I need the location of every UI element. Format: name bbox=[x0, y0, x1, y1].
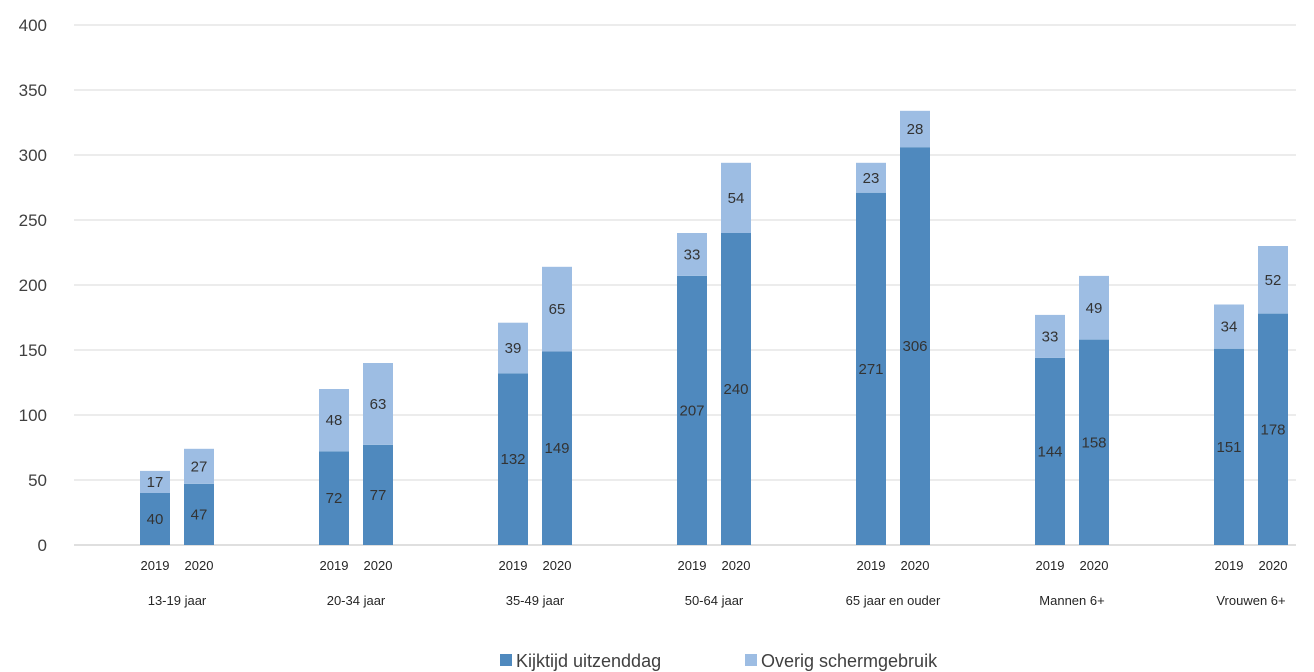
x-tick-label-year: 2020 bbox=[901, 558, 930, 573]
x-tick-label-year: 2020 bbox=[722, 558, 751, 573]
x-tick-label-year: 2019 bbox=[320, 558, 349, 573]
x-tick-label-year: 2020 bbox=[364, 558, 393, 573]
y-tick-label: 100 bbox=[19, 406, 47, 425]
x-tick-label-year: 2020 bbox=[543, 558, 572, 573]
data-label: 149 bbox=[544, 440, 569, 457]
bar-overig-schermgebruik bbox=[140, 470, 170, 493]
bar-kijktijd-uitzenddag bbox=[1035, 357, 1065, 545]
bar-kijktijd-uitzenddag bbox=[1214, 348, 1244, 545]
y-tick-label: 50 bbox=[28, 471, 47, 490]
x-tick-label-year: 2019 bbox=[141, 558, 170, 573]
x-axis: 2019 2020 13-19 jaar 2019 2020 20-34 jaar 2019… bbox=[141, 558, 1288, 608]
x-group-label: 13-19 jaar bbox=[148, 593, 207, 608]
data-label: 47 bbox=[191, 506, 208, 523]
bar-overig-schermgebruik bbox=[677, 233, 707, 276]
legend-swatch bbox=[745, 654, 757, 666]
data-label: 52 bbox=[1265, 272, 1282, 289]
y-tick-label: 200 bbox=[19, 276, 47, 295]
x-group-label: 50-64 jaar bbox=[685, 593, 744, 608]
bar-overig-schermgebruik bbox=[542, 266, 572, 352]
data-label: 77 bbox=[370, 487, 387, 504]
bar-kijktijd-uitzenddag bbox=[319, 451, 349, 545]
x-group-label: 20-34 jaar bbox=[327, 593, 386, 608]
data-label: 28 bbox=[907, 121, 924, 138]
legend-label: Kijktijd uitzenddag bbox=[516, 651, 661, 671]
y-tick-label: 250 bbox=[19, 211, 47, 230]
bar-overig-schermgebruik bbox=[856, 162, 886, 193]
legend-swatch bbox=[500, 654, 512, 666]
legend: Kijktijd uitzenddag Overig schermgebruik bbox=[500, 651, 938, 671]
x-tick-label-year: 2019 bbox=[1036, 558, 1065, 573]
x-tick-label-year: 2020 bbox=[1259, 558, 1288, 573]
bar-kijktijd-uitzenddag bbox=[1079, 339, 1109, 545]
data-label: 23 bbox=[863, 170, 880, 187]
bar-kijktijd-uitzenddag bbox=[498, 373, 528, 545]
data-label: 207 bbox=[679, 402, 704, 419]
bar-overig-schermgebruik bbox=[319, 389, 349, 452]
data-label: 27 bbox=[191, 458, 208, 475]
data-label: 65 bbox=[549, 301, 566, 318]
data-label: 17 bbox=[147, 474, 164, 491]
y-tick-label: 0 bbox=[38, 536, 47, 555]
data-label: 40 bbox=[147, 511, 164, 528]
bar-overig-schermgebruik bbox=[363, 363, 393, 445]
y-tick-label: 350 bbox=[19, 81, 47, 100]
data-label: 49 bbox=[1086, 300, 1103, 317]
data-label: 72 bbox=[326, 490, 343, 507]
bar-overig-schermgebruik bbox=[184, 448, 214, 484]
y-tick-label: 300 bbox=[19, 146, 47, 165]
x-tick-label-year: 2020 bbox=[1080, 558, 1109, 573]
data-label: 132 bbox=[500, 451, 525, 468]
x-tick-label-year: 2019 bbox=[678, 558, 707, 573]
bar-kijktijd-uitzenddag bbox=[856, 192, 886, 545]
bar-overig-schermgebruik bbox=[721, 162, 751, 233]
y-tick-label: 150 bbox=[19, 341, 47, 360]
bar-overig-schermgebruik bbox=[1079, 275, 1109, 340]
bar-kijktijd-uitzenddag bbox=[363, 444, 393, 545]
bars: 40 17 47 27 72 48 77 63 132 39 149 65 207 33 240 54 271 2… bbox=[140, 110, 1288, 545]
data-label: 48 bbox=[326, 412, 343, 429]
bar-kijktijd-uitzenddag bbox=[184, 483, 214, 545]
data-label: 178 bbox=[1260, 421, 1285, 438]
data-label: 158 bbox=[1081, 434, 1106, 451]
bar-overig-schermgebruik bbox=[1035, 314, 1065, 358]
data-label: 63 bbox=[370, 396, 387, 413]
bar-overig-schermgebruik bbox=[900, 110, 930, 148]
y-tick-label: 400 bbox=[19, 16, 47, 35]
x-tick-label-year: 2019 bbox=[499, 558, 528, 573]
data-label: 34 bbox=[1221, 319, 1238, 336]
data-label: 151 bbox=[1216, 439, 1241, 456]
x-group-label: Vrouwen 6+ bbox=[1216, 593, 1285, 608]
x-tick-label-year: 2019 bbox=[857, 558, 886, 573]
y-axis: 0 50 100 150 200 250 300 350 400 bbox=[19, 16, 47, 555]
bar-kijktijd-uitzenddag bbox=[900, 147, 930, 545]
bar-kijktijd-uitzenddag bbox=[140, 493, 170, 545]
data-label: 240 bbox=[723, 381, 748, 398]
bar-kijktijd-uitzenddag bbox=[721, 233, 751, 545]
data-label: 144 bbox=[1037, 443, 1062, 460]
data-label: 33 bbox=[684, 246, 701, 263]
x-group-label: 35-49 jaar bbox=[506, 593, 565, 608]
x-tick-label-year: 2020 bbox=[185, 558, 214, 573]
bar-kijktijd-uitzenddag bbox=[1258, 313, 1288, 545]
bar-overig-schermgebruik bbox=[1258, 246, 1288, 314]
bar-overig-schermgebruik bbox=[1214, 304, 1244, 349]
bar-overig-schermgebruik bbox=[498, 322, 528, 374]
x-group-label: 65 jaar en ouder bbox=[846, 593, 941, 608]
legend-label: Overig schermgebruik bbox=[761, 651, 938, 671]
x-group-label: Mannen 6+ bbox=[1039, 593, 1104, 608]
x-tick-label-year: 2019 bbox=[1215, 558, 1244, 573]
data-label: 39 bbox=[505, 340, 522, 357]
data-label: 54 bbox=[728, 190, 745, 207]
bar-kijktijd-uitzenddag bbox=[677, 275, 707, 545]
data-label: 271 bbox=[858, 361, 883, 378]
data-label: 33 bbox=[1042, 328, 1059, 345]
data-label: 306 bbox=[902, 338, 927, 355]
bar-kijktijd-uitzenddag bbox=[542, 351, 572, 545]
